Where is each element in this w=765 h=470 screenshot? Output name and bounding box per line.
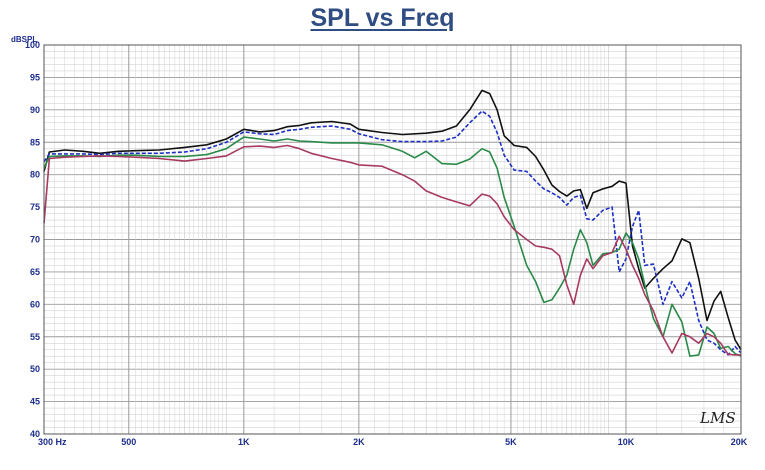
y-tick-label: 80 [30,170,40,180]
y-tick-label: 40 [30,429,40,439]
series-line-2 [43,110,742,356]
y-tick-label: 100 [25,40,40,50]
y-tick-label: 70 [30,235,40,245]
y-tick-label: 95 [30,72,40,82]
x-tick-label: 20K [731,437,748,447]
series-line-1 [43,89,742,351]
y-tick-label: 45 [30,397,40,407]
plot-frame [43,44,742,435]
y-tick-label: 50 [30,364,40,374]
series-line-4 [43,144,741,356]
y-tick-label: 75 [30,202,40,212]
y-tick-label: 60 [30,299,40,309]
x-tick-label: 300 Hz [38,437,67,447]
series-lines [43,89,742,357]
y-axis-label: dBSPL [11,35,37,44]
x-tick-labels: 300 Hz 500 1K 2K 5K 10K 20K [38,437,748,447]
y-tick-label: 55 [30,332,40,342]
y-tick-labels: 40 45 50 55 60 65 70 75 80 85 90 95 100 [25,40,40,439]
x-tick-label: 5K [505,437,517,447]
x-tick-label: 500 [121,437,136,447]
x-tick-label: 2K [353,437,365,447]
chart-title: SPL vs Freq [310,4,455,32]
y-tick-label: 65 [30,267,40,277]
y-tick-label: 90 [30,105,40,115]
watermark-logo: LMS [699,409,736,427]
y-tick-label: 85 [30,137,40,147]
x-tick-label: 1K [238,437,250,447]
grid-lines [43,44,742,435]
x-tick-label: 10K [618,437,635,447]
